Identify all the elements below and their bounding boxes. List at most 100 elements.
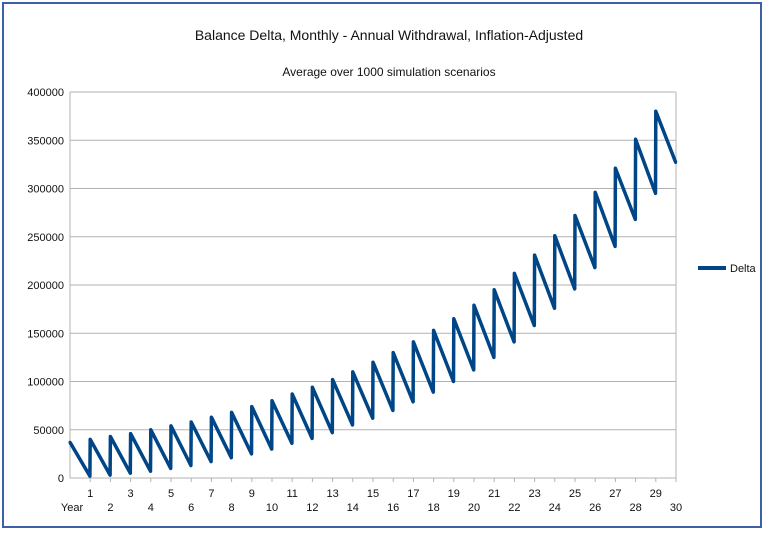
x-tick-label: 6	[188, 502, 194, 514]
series-line-delta	[68, 109, 678, 478]
y-tick-label: 350000	[27, 135, 64, 147]
data-point-peak	[250, 405, 254, 409]
data-point-peak	[533, 253, 537, 257]
x-axis: 1234567891011121314151617181920212223242…	[87, 478, 682, 514]
y-tick-label: 250000	[27, 232, 64, 244]
x-tick-label: 16	[387, 502, 399, 514]
plot-area	[68, 109, 678, 478]
data-point-low	[452, 380, 455, 383]
data-point-low	[229, 456, 233, 460]
x-tick-label: 26	[589, 502, 601, 514]
data-point-peak	[351, 370, 355, 374]
data-point-low	[431, 390, 435, 394]
data-point-low	[411, 400, 415, 404]
data-point-low	[654, 191, 657, 195]
data-point-peak	[68, 440, 72, 444]
data-point-peak	[432, 328, 436, 332]
x-tick-label: 28	[629, 502, 641, 514]
data-point-peak	[108, 435, 112, 439]
x-tick-label: 25	[569, 488, 581, 500]
data-point-low	[532, 324, 536, 328]
x-tick-label: 27	[609, 488, 621, 500]
data-point-low	[391, 408, 395, 412]
chart-title: Balance Delta, Monthly - Annual Withdraw…	[195, 27, 583, 43]
x-tick-label: 15	[367, 488, 379, 500]
chart: Balance Delta, Monthly - Annual Withdraw…	[27, 27, 757, 514]
y-tick-label: 50000	[33, 425, 64, 437]
data-point-peak	[573, 214, 577, 218]
data-point-peak	[512, 271, 516, 275]
data-point-peak	[169, 424, 173, 428]
x-tick-label: 24	[549, 502, 561, 514]
x-axis-label: Year	[61, 502, 84, 514]
chart-frame: Balance Delta, Monthly - Annual Withdraw…	[2, 2, 762, 528]
data-point-low	[108, 473, 112, 477]
x-tick-label: 7	[208, 488, 214, 500]
data-point-low	[149, 469, 152, 473]
x-tick-label: 8	[229, 502, 235, 514]
data-point-peak	[270, 399, 274, 403]
data-point-low	[351, 423, 354, 427]
x-tick-label: 21	[488, 488, 500, 500]
x-tick-label: 12	[306, 502, 318, 514]
data-point-peak	[209, 415, 213, 419]
data-point-peak	[310, 385, 314, 389]
y-tick-label: 150000	[27, 328, 64, 340]
x-tick-label: 17	[407, 488, 419, 500]
data-point-low	[128, 471, 132, 475]
data-point-low	[633, 217, 637, 221]
x-tick-label: 18	[427, 502, 439, 514]
data-point-peak	[189, 420, 193, 424]
x-tick-label: 3	[128, 488, 134, 500]
x-tick-label: 29	[650, 488, 662, 500]
data-point-low	[674, 160, 678, 164]
data-point-low	[472, 368, 476, 372]
y-tick-label: 200000	[27, 280, 64, 292]
data-point-peak	[452, 317, 456, 321]
x-tick-label: 14	[347, 502, 359, 514]
data-point-low	[310, 436, 314, 440]
x-tick-label: 4	[148, 502, 154, 514]
data-point-peak	[472, 303, 476, 307]
data-point-peak	[634, 137, 638, 141]
data-point-peak	[553, 234, 557, 238]
x-tick-label: 22	[508, 502, 520, 514]
data-point-peak	[492, 288, 496, 292]
data-point-low	[512, 340, 516, 344]
y-tick-label: 400000	[27, 87, 64, 99]
data-point-low	[492, 355, 496, 359]
data-point-peak	[654, 109, 658, 113]
data-point-peak	[290, 392, 294, 396]
data-point-low	[573, 287, 577, 291]
data-point-low	[270, 447, 274, 451]
x-tick-label: 1	[87, 488, 93, 500]
data-point-low	[371, 416, 375, 420]
gridlines	[69, 91, 677, 479]
data-point-peak	[411, 340, 415, 344]
data-point-low	[88, 474, 92, 478]
x-tick-label: 5	[168, 488, 174, 500]
data-point-peak	[613, 166, 617, 170]
data-point-peak	[88, 437, 92, 441]
x-tick-label: 19	[448, 488, 460, 500]
x-tick-label: 20	[468, 502, 480, 514]
x-tick-label: 2	[107, 502, 113, 514]
data-point-low	[330, 431, 334, 435]
y-axis: 0 50000 100000 150000 200000 250000 300000 3500…	[27, 87, 64, 485]
data-point-low	[290, 441, 294, 445]
x-tick-label: 11	[286, 488, 297, 500]
data-point-peak	[230, 410, 234, 414]
legend-label-delta: Delta	[730, 263, 757, 275]
y-tick-label: 100000	[27, 377, 64, 389]
data-point-peak	[391, 351, 395, 355]
y-tick-label: 0	[58, 473, 64, 485]
data-point-low	[553, 306, 556, 310]
x-tick-label: 13	[326, 488, 338, 500]
data-point-low	[189, 463, 193, 467]
data-point-peak	[129, 432, 133, 436]
x-tick-label: 23	[528, 488, 540, 500]
x-tick-label: 10	[266, 502, 278, 514]
data-point-peak	[371, 360, 375, 364]
data-point-low	[613, 244, 617, 248]
x-tick-label: 30	[670, 502, 682, 514]
